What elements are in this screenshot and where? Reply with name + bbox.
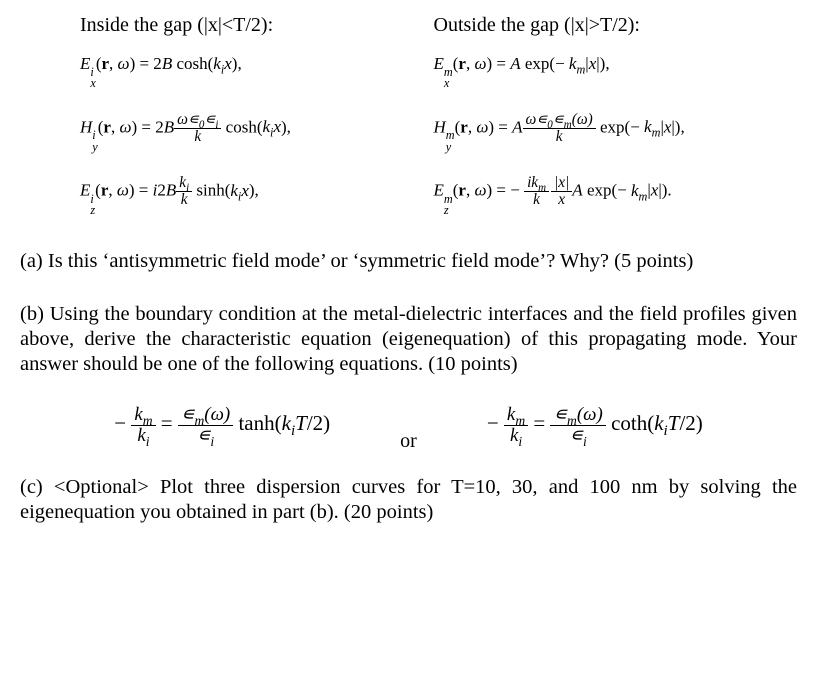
frac-ki-k: kik xyxy=(176,175,192,208)
eq-sym: E xyxy=(434,181,444,200)
frac-omega-epsm: ω∊0∊m(ω)k xyxy=(523,112,596,145)
eq-args: (r, ω) = 2B cosh(kix), xyxy=(96,54,242,73)
frac-omega-eps: ω∊0∊ik xyxy=(174,112,221,145)
outside-Hy-equation: Hmy(r, ω) = Aω∊0∊m(ω)k exp(− km|x|), xyxy=(424,112,798,153)
eq-sub: x xyxy=(444,78,453,90)
eq-sym: E xyxy=(434,54,444,73)
question-b: (b) Using the boundary condition at the … xyxy=(20,302,797,377)
outside-Ez-equation: Emz(r, ω) = − ikmk|x|xA exp(− km|x|). xyxy=(424,175,798,216)
inside-Hy-equation: Hiy(r, ω) = 2Bω∊0∊ik cosh(kix), xyxy=(20,112,394,153)
tanh-equation: − kmki = ∊m(ω)∊i tanh(kiT/2) xyxy=(114,405,330,446)
eq-sym: H xyxy=(434,117,446,136)
inside-gap-column: Inside the gap (|x|<T/2): Eix(r, ω) = 2B… xyxy=(20,14,394,239)
eq-sym: H xyxy=(80,117,92,136)
frac-absx-x: |x|x xyxy=(551,175,572,208)
eq-sub: y xyxy=(92,142,97,154)
inside-gap-heading: Inside the gap (|x|<T/2): xyxy=(20,14,394,37)
outside-Ex-equation: Emx(r, ω) = A exp(− km|x|), xyxy=(424,55,798,90)
eq-sub: z xyxy=(90,205,95,217)
or-label: or xyxy=(400,430,417,453)
inside-Ez-equation: Eiz(r, ω) = i2Bkik sinh(kix), xyxy=(20,175,394,216)
outside-gap-column: Outside the gap (|x|>T/2): Emx(r, ω) = A… xyxy=(424,14,798,239)
dispersion-equations: − kmki = ∊m(ω)∊i tanh(kiT/2) or − kmki =… xyxy=(20,405,797,446)
question-a: (a) Is this ‘antisymmetric field mode’ o… xyxy=(20,249,797,274)
eq-sub: x xyxy=(90,78,95,90)
coth-equation: − kmki = ∊m(ω)∊i coth(kiT/2) xyxy=(487,405,703,446)
eq-sub: z xyxy=(444,205,453,217)
eq-sym: E xyxy=(80,181,90,200)
eq-sub: y xyxy=(446,142,455,154)
inside-Ex-equation: Eix(r, ω) = 2B cosh(kix), xyxy=(20,55,394,90)
eq-sym: E xyxy=(80,54,90,73)
outside-gap-heading: Outside the gap (|x|>T/2): xyxy=(424,14,798,37)
document-page: Inside the gap (|x|<T/2): Eix(r, ω) = 2B… xyxy=(0,0,817,678)
frac-ikm-k: ikmk xyxy=(524,175,549,208)
field-equations-block: Inside the gap (|x|<T/2): Eix(r, ω) = 2B… xyxy=(20,14,797,239)
question-c: (c) <Optional> Plot three dispersion cur… xyxy=(20,475,797,525)
